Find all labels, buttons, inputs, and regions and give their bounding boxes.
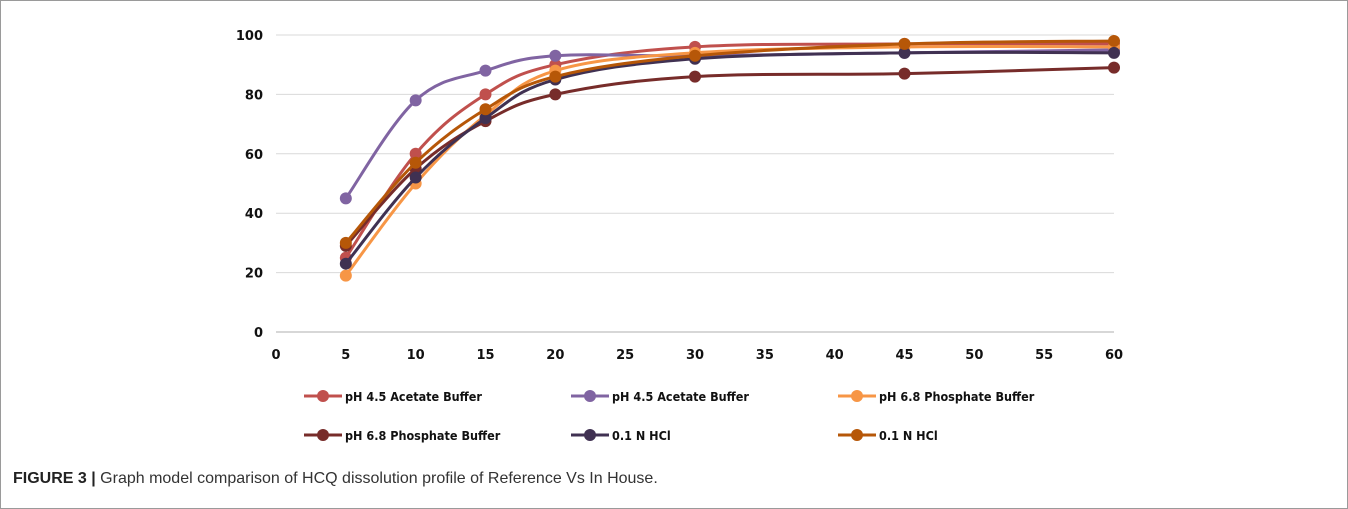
x-tick-label: 35 — [756, 348, 774, 363]
legend-label: 0.1 N HCl — [612, 428, 671, 443]
data-point — [898, 46, 911, 59]
legend-item: pH 6.8 Phosphate Buffer — [304, 428, 501, 443]
x-tick-label: 55 — [1035, 348, 1053, 363]
x-tick-label: 60 — [1105, 348, 1123, 363]
series-2 — [339, 43, 1120, 205]
y-tick-label: 20 — [245, 267, 263, 282]
data-point — [549, 49, 562, 62]
legend-item: pH 4.5 Acetate Buffer — [571, 389, 749, 404]
legend-marker — [317, 429, 329, 441]
x-tick-labels: 0 5 10 15 20 25 30 35 40 45 50 55 60 — [271, 348, 1123, 363]
y-tick-label: 100 — [236, 29, 263, 44]
dissolution-chart: 0 20 40 60 80 100 0 5 10 15 20 25 30 35 40 45 50 55 60 pH… — [236, 29, 1123, 443]
x-tick-label: 20 — [546, 348, 564, 363]
data-point — [409, 94, 422, 107]
x-tick-label: 25 — [616, 348, 634, 363]
y-tick-label: 40 — [245, 207, 263, 222]
x-tick-label: 30 — [686, 348, 704, 363]
data-point — [409, 156, 422, 169]
x-tick-label: 10 — [407, 348, 425, 363]
data-point — [479, 112, 492, 125]
y-tick-label: 80 — [245, 88, 263, 103]
x-tick-label: 0 — [271, 348, 280, 363]
data-point — [689, 70, 701, 83]
figure-caption: FIGURE 3 | Graph model comparison of HCQ… — [13, 470, 658, 488]
series-line — [344, 50, 1116, 266]
data-point — [479, 64, 492, 77]
legend-item: 0.1 N HCl — [838, 428, 938, 443]
data-point — [1108, 61, 1120, 74]
legend-item: 0.1 N HCl — [571, 428, 671, 443]
caption-label: FIGURE 3 | — [13, 470, 96, 487]
legend: pH 4.5 Acetate Buffer pH 4.5 Acetate Buff… — [304, 389, 1035, 443]
caption-text: Graph model comparison of HCQ dissolutio… — [95, 470, 658, 487]
legend-label: pH 6.8 Phosphate Buffer — [879, 389, 1035, 404]
x-tick-label: 50 — [965, 348, 983, 363]
series-6 — [339, 34, 1120, 249]
legend-marker — [317, 390, 329, 402]
x-tick-label: 45 — [895, 348, 913, 363]
data-point — [1108, 46, 1120, 59]
series-4 — [339, 61, 1120, 252]
data-point — [898, 67, 911, 80]
data-point — [339, 257, 352, 270]
data-point — [898, 37, 911, 50]
legend-marker — [584, 390, 596, 402]
series-line — [344, 44, 1116, 278]
x-tick-label: 15 — [476, 348, 494, 363]
legend-label: pH 4.5 Acetate Buffer — [345, 389, 482, 404]
data-point — [479, 88, 492, 101]
series-5 — [339, 46, 1120, 270]
data-point — [339, 269, 352, 282]
legend-label: pH 4.5 Acetate Buffer — [612, 389, 749, 404]
data-point — [689, 49, 701, 62]
legend-marker — [851, 429, 863, 441]
legend-label: pH 6.8 Phosphate Buffer — [345, 428, 501, 443]
legend-marker — [584, 429, 596, 441]
data-point — [1108, 34, 1120, 47]
data-point — [409, 147, 422, 160]
y-tick-label: 0 — [254, 326, 263, 341]
legend-item: pH 4.5 Acetate Buffer — [304, 389, 482, 404]
x-tick-label: 5 — [341, 348, 350, 363]
legend-label: 0.1 N HCl — [879, 428, 938, 443]
data-point — [549, 88, 562, 101]
data-point — [339, 236, 352, 249]
legend-item: pH 6.8 Phosphate Buffer — [838, 389, 1035, 404]
series-lines — [339, 34, 1120, 282]
y-tick-label: 60 — [245, 148, 263, 163]
data-point — [409, 171, 422, 184]
data-point — [339, 192, 352, 205]
y-tick-labels: 0 20 40 60 80 100 — [236, 29, 263, 341]
x-tick-label: 40 — [826, 348, 844, 363]
legend-marker — [851, 390, 863, 402]
data-point — [479, 103, 492, 116]
data-point — [549, 70, 562, 83]
